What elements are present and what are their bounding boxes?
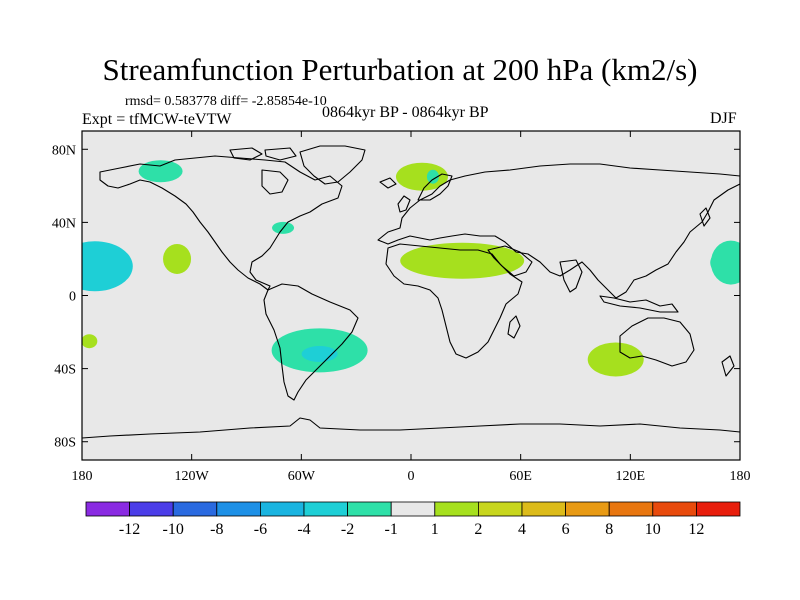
anomaly-europe-center-low bbox=[426, 169, 439, 184]
colorbar-swatch bbox=[259, 501, 305, 517]
coastline-indonesia bbox=[599, 295, 679, 313]
lat-tick-label: 80S bbox=[54, 436, 76, 451]
coastline-antarctica bbox=[82, 417, 740, 439]
colorbar-swatch bbox=[303, 501, 348, 517]
colorbar-swatch bbox=[347, 501, 392, 517]
lon-tick-label: 60W bbox=[288, 469, 316, 484]
anomaly-west-pacific-low bbox=[710, 240, 740, 285]
season-label: DJF bbox=[710, 110, 737, 127]
anomaly-n-pacific-high bbox=[138, 160, 183, 183]
anomaly-australia-high bbox=[587, 342, 644, 377]
coastlines bbox=[82, 145, 740, 439]
rmsd-diff-stats: rmsd= 0.583778 diff= -2.85854e-10 bbox=[125, 94, 327, 109]
coastline-madagascar bbox=[507, 315, 521, 339]
colorbar-swatch bbox=[216, 501, 261, 517]
lat-tick-label: 0 bbox=[69, 290, 76, 305]
colorbar-label: -6 bbox=[254, 521, 267, 538]
colorbar-swatch bbox=[477, 501, 523, 517]
colorbar-label: 12 bbox=[688, 521, 704, 538]
colorbar-label: -10 bbox=[163, 521, 184, 538]
axis-ticks: 80N 40N 0 40S 80S 180 120W 60W 0 60E 120E 180 bbox=[52, 131, 751, 484]
lon-tick-label: 60E bbox=[509, 469, 532, 484]
coastline-new-zealand bbox=[721, 355, 735, 377]
anomaly-west-pacific-edge-low bbox=[710, 254, 723, 271]
colorbar: -12 -10 -8 -6 -4 -2 -1 1 2 4 6 8 10 12 bbox=[85, 501, 741, 538]
lon-tick-label: 120E bbox=[616, 469, 646, 484]
lon-tick-label: 0 bbox=[408, 469, 415, 484]
colorbar-swatch bbox=[696, 501, 741, 517]
colorbar-label: 4 bbox=[518, 521, 526, 538]
colorbar-label: 10 bbox=[645, 521, 661, 538]
period-label: 0864kyr BP - 0864kyr BP bbox=[322, 104, 489, 121]
coastline-north-america bbox=[99, 155, 343, 291]
colorbar-label: -2 bbox=[341, 521, 354, 538]
coastline-australia bbox=[619, 317, 695, 367]
coastline-arctic-islands bbox=[229, 147, 297, 161]
colorbar-label: 8 bbox=[605, 521, 613, 538]
colorbar-swatch bbox=[129, 501, 174, 517]
anomaly-europe-high bbox=[395, 162, 448, 191]
coastline-japan bbox=[699, 207, 711, 227]
colorbar-swatch bbox=[565, 501, 610, 517]
chart-title: Streamfunction Perturbation at 200 hPa (… bbox=[102, 52, 698, 87]
colorbar-label: 6 bbox=[562, 521, 570, 538]
coastline-iceland bbox=[379, 177, 397, 189]
lat-tick-label: 40S bbox=[54, 363, 76, 378]
coastline-arabia bbox=[487, 245, 533, 277]
colorbar-label: 1 bbox=[431, 521, 439, 538]
colorbar-swatch bbox=[434, 501, 479, 517]
coastline-south-america bbox=[263, 283, 359, 401]
coastline-greenland bbox=[299, 145, 366, 185]
colorbar-label: -8 bbox=[210, 521, 223, 538]
colorbar-swatch bbox=[652, 501, 697, 517]
lon-tick-label: 120W bbox=[175, 469, 210, 484]
colorbar-swatch bbox=[172, 501, 218, 517]
coastline-eurasia bbox=[377, 163, 740, 299]
lon-tick-label: 180 bbox=[730, 469, 751, 484]
coastline-india bbox=[559, 259, 583, 293]
anomaly-south-pacific-high bbox=[82, 334, 98, 349]
anomaly-layer bbox=[82, 160, 740, 377]
colorbar-swatch bbox=[85, 501, 130, 517]
experiment-label: Expt = tfMCW-teVTW bbox=[82, 111, 232, 128]
coastline-hudson-bay bbox=[261, 169, 289, 195]
lon-tick-label: 180 bbox=[72, 469, 93, 484]
lat-tick-label: 40N bbox=[52, 216, 76, 231]
coastline-british-isles bbox=[397, 195, 411, 213]
colorbar-label: -1 bbox=[385, 521, 398, 538]
colorbar-swatch bbox=[608, 501, 654, 517]
anomaly-central-pacific-low bbox=[82, 241, 133, 292]
anomaly-africa-high bbox=[400, 242, 525, 279]
lat-tick-label: 80N bbox=[52, 143, 76, 158]
colorbar-label: 2 bbox=[474, 521, 482, 538]
anomaly-east-pacific-high bbox=[163, 243, 192, 274]
coastline-scandinavia bbox=[417, 173, 453, 201]
colorbar-swatch bbox=[521, 501, 566, 517]
colorbar-swatch bbox=[390, 501, 436, 517]
colorbar-label: -4 bbox=[297, 521, 310, 538]
colorbar-label: -12 bbox=[119, 521, 140, 538]
coastline-africa bbox=[385, 243, 523, 359]
